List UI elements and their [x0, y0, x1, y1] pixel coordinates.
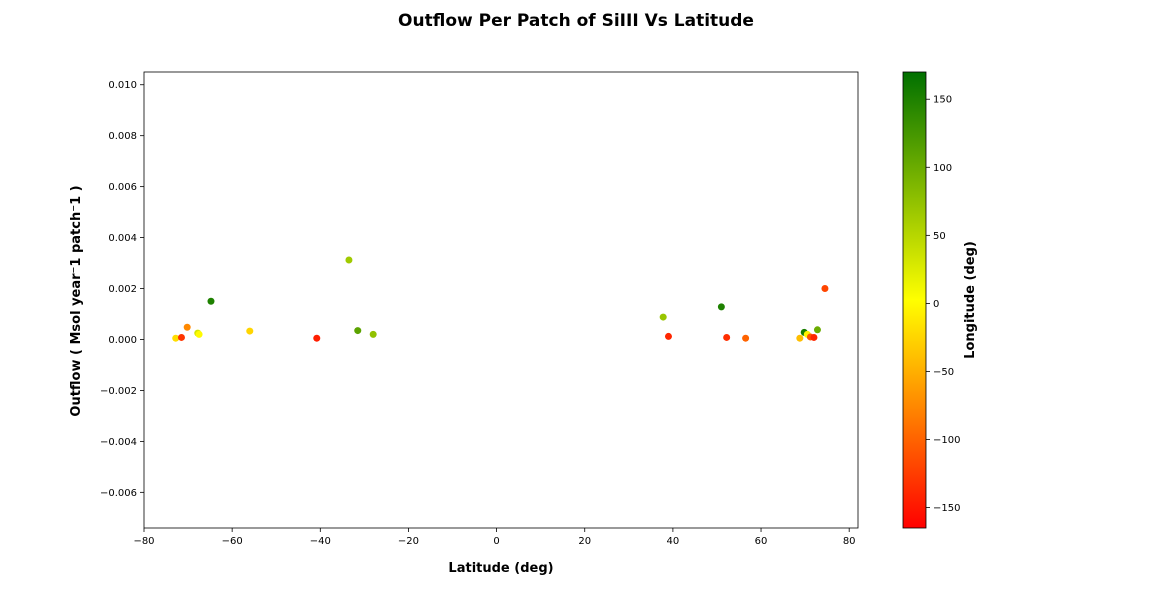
x-tick-label: 20 — [578, 536, 591, 547]
x-axis: −80 −60 −40 −20 0 20 40 60 80 — [133, 528, 856, 547]
data-point — [207, 297, 215, 305]
data-point — [177, 333, 185, 341]
data-point — [664, 332, 672, 340]
x-tick-label: −80 — [133, 536, 154, 547]
y-tick-label: −0.002 — [100, 386, 137, 397]
y-tick-label: 0.008 — [108, 131, 137, 142]
x-tick-label: 80 — [843, 536, 856, 547]
y-axis: −0.006 −0.004 −0.002 0.000 0.002 0.004 0.006 0.… — [100, 80, 144, 499]
colorbar-tick-label: 50 — [933, 231, 946, 242]
data-points — [172, 256, 829, 342]
colorbar — [902, 71, 927, 529]
chart-title: Outflow Per Patch of SiIII Vs Latitude — [398, 11, 754, 31]
data-point — [723, 333, 731, 341]
x-tick-label: −40 — [310, 536, 331, 547]
data-point — [810, 333, 818, 341]
colorbar-tick-label: −50 — [933, 367, 954, 378]
x-tick-label: 40 — [667, 536, 680, 547]
colorbar-title: Longitude (deg) — [963, 241, 978, 359]
data-point — [796, 334, 804, 342]
x-tick-label: 60 — [755, 536, 768, 547]
data-point — [195, 330, 203, 338]
colorbar-tick-label: 100 — [933, 163, 952, 174]
data-point — [821, 285, 829, 293]
x-tick-label: 0 — [493, 536, 499, 547]
x-tick-label: −60 — [222, 536, 243, 547]
y-tick-label: 0.000 — [108, 335, 137, 346]
data-point — [717, 303, 725, 311]
y-tick-label: −0.004 — [100, 437, 137, 448]
x-axis-title: Latitude (deg) — [448, 561, 553, 576]
data-point — [354, 327, 362, 335]
colorbar-tick-label: 0 — [933, 299, 939, 310]
colorbar-tick-label: −100 — [933, 435, 960, 446]
data-point — [659, 313, 667, 321]
data-point — [172, 334, 180, 342]
data-point — [369, 330, 377, 338]
y-tick-label: 0.010 — [108, 80, 137, 91]
y-tick-label: 0.006 — [108, 182, 137, 193]
y-tick-label: 0.004 — [108, 233, 137, 244]
x-tick-label: −20 — [398, 536, 419, 547]
data-point — [313, 334, 321, 342]
data-point — [183, 323, 191, 331]
plot-area — [143, 71, 859, 529]
data-point — [246, 327, 254, 335]
data-point — [813, 326, 821, 334]
colorbar-tick-label: −150 — [933, 503, 960, 514]
y-tick-label: −0.006 — [100, 488, 137, 499]
y-axis-title: Outflow ( Msol year⁻1 patch⁻1 ) — [69, 185, 84, 416]
colorbar-tick-label: 150 — [933, 95, 952, 106]
y-tick-label: 0.002 — [108, 284, 137, 295]
data-point — [345, 256, 353, 264]
colorbar-axis: −150 −100 −50 0 50 100 150 — [926, 95, 960, 514]
data-point — [742, 334, 750, 342]
